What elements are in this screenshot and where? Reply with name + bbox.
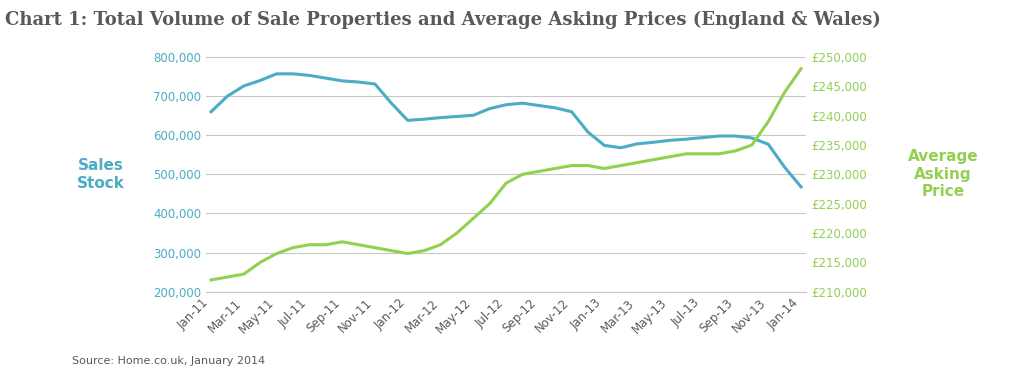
Text: Source: Home.co.uk, January 2014: Source: Home.co.uk, January 2014 bbox=[72, 356, 265, 366]
Y-axis label: Sales
Stock: Sales Stock bbox=[77, 158, 124, 191]
Text: Chart 1: Total Volume of Sale Properties and Average Asking Prices (England & Wa: Chart 1: Total Volume of Sale Properties… bbox=[5, 11, 881, 29]
Y-axis label: Average
Asking
Price: Average Asking Price bbox=[907, 149, 978, 199]
